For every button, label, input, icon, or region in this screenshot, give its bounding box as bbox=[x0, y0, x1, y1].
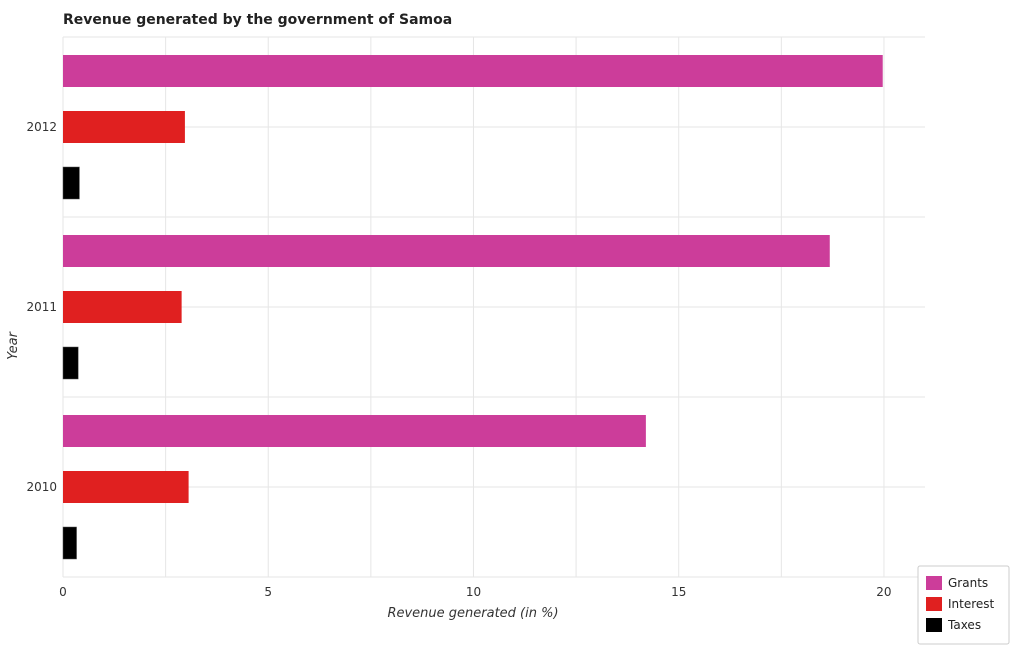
y-axis-ticks: 2010 2011 2012 bbox=[26, 120, 57, 494]
bar-taxes-2011 bbox=[62, 346, 79, 380]
x-tick-label: 5 bbox=[264, 585, 272, 599]
x-tick-label: 0 bbox=[59, 585, 67, 599]
legend-label-taxes: Taxes bbox=[947, 618, 981, 632]
chart-title: Revenue generated by the government of S… bbox=[63, 12, 452, 28]
legend: Grants Interest Taxes bbox=[917, 565, 1010, 645]
legend-swatch-taxes bbox=[926, 618, 942, 632]
bar-interest-2010 bbox=[63, 471, 189, 503]
x-tick-label: 20 bbox=[876, 585, 891, 599]
bar-taxes-2010 bbox=[62, 526, 77, 560]
legend-swatch-interest bbox=[926, 597, 942, 611]
bar-taxes-2012 bbox=[62, 166, 80, 200]
x-tick-label: 10 bbox=[466, 585, 481, 599]
x-axis-label: Revenue generated (in %) bbox=[387, 606, 558, 621]
legend-label-interest: Interest bbox=[948, 597, 995, 611]
y-tick-label: 2012 bbox=[26, 120, 57, 134]
bar-grants-2011 bbox=[63, 235, 830, 267]
bar-interest-2011 bbox=[63, 291, 182, 323]
legend-label-grants: Grants bbox=[948, 576, 988, 590]
grid-lines bbox=[62, 36, 925, 578]
bars bbox=[62, 55, 883, 560]
y-tick-label: 2010 bbox=[26, 480, 57, 494]
bar-grants-2012 bbox=[63, 55, 883, 87]
x-tick-label: 15 bbox=[671, 585, 686, 599]
legend-swatch-grants bbox=[926, 576, 942, 590]
bar-interest-2012 bbox=[63, 111, 185, 143]
bar-grants-2010 bbox=[63, 415, 646, 447]
y-axis-label: Year bbox=[6, 330, 21, 359]
y-tick-label: 2011 bbox=[26, 300, 57, 314]
x-axis-ticks: 0 5 10 15 20 bbox=[59, 585, 891, 599]
